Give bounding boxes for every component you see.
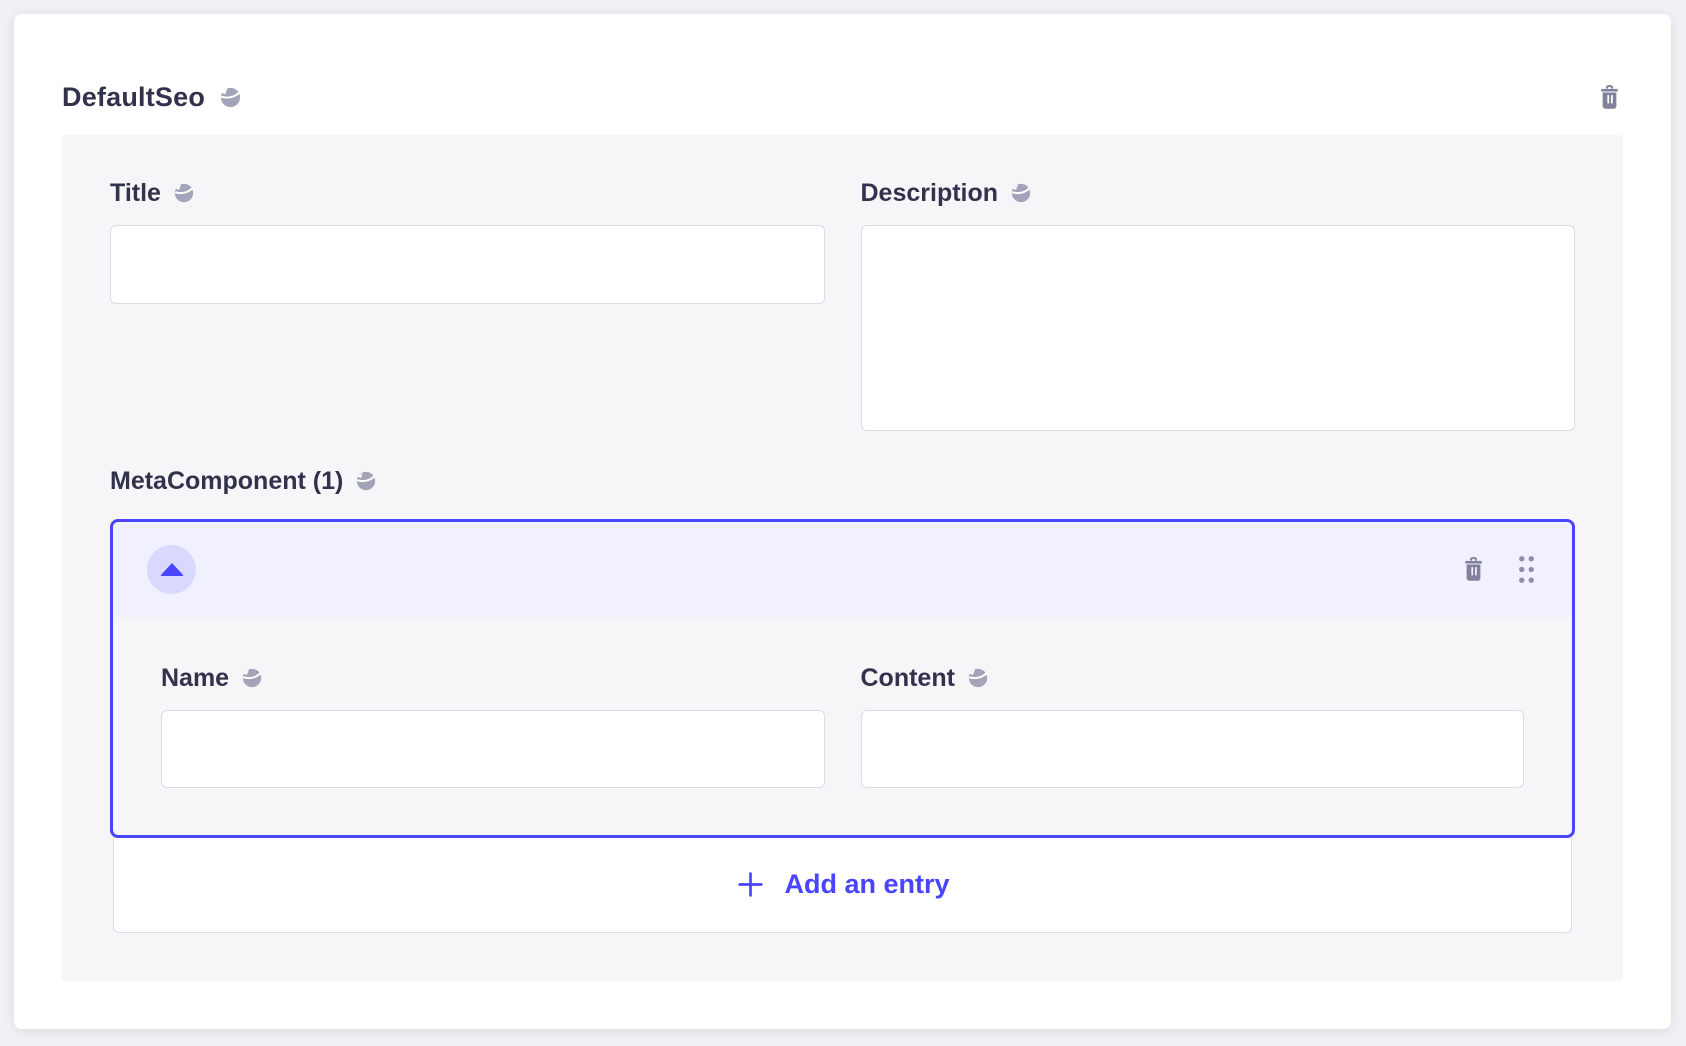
field-name: Name — [161, 662, 825, 788]
add-entry-row: Add an entry — [114, 837, 1571, 932]
drag-handle-icon[interactable] — [1515, 552, 1538, 587]
description-textarea[interactable] — [860, 225, 1575, 431]
title-input[interactable] — [110, 225, 825, 304]
content-label: Content — [861, 662, 1525, 694]
description-label: Description — [861, 177, 1576, 209]
component-body-panel: Title Description — [62, 135, 1623, 981]
collapse-entry-button[interactable] — [147, 545, 196, 594]
name-input[interactable] — [161, 710, 825, 788]
component-card: DefaultSeo — [14, 14, 1671, 1029]
repeatable-component-list: Add an entry — [110, 519, 1575, 933]
field-title: Title — [110, 177, 825, 304]
component-header: DefaultSeo — [62, 72, 1627, 122]
trash-icon — [1460, 556, 1487, 583]
caret-up-icon — [159, 563, 184, 576]
field-content: Content — [860, 662, 1525, 788]
globe-icon — [219, 86, 242, 109]
globe-icon — [1010, 182, 1032, 204]
delete-component-button[interactable] — [1592, 80, 1627, 115]
plus-icon — [735, 869, 766, 900]
delete-entry-button[interactable] — [1456, 552, 1491, 587]
trash-icon — [1596, 84, 1623, 111]
add-entry-button[interactable]: Add an entry — [729, 868, 955, 901]
component-heading-group: DefaultSeo — [62, 82, 242, 113]
globe-icon — [241, 667, 263, 689]
entry-body: Name — [113, 617, 1572, 788]
add-entry-label: Add an entry — [784, 869, 950, 899]
component-entry: Name — [110, 519, 1575, 838]
globe-icon — [173, 182, 195, 204]
name-label: Name — [161, 662, 825, 694]
entry-accordion-header[interactable] — [113, 522, 1572, 617]
content-input[interactable] — [860, 710, 1524, 788]
entry-actions — [1456, 552, 1538, 587]
title-label: Title — [110, 177, 825, 209]
globe-icon — [967, 667, 989, 689]
repeatable-component-label: MetaComponent (1) — [110, 465, 1575, 497]
field-description: Description — [860, 177, 1576, 431]
globe-icon — [355, 470, 377, 492]
component-title: DefaultSeo — [62, 81, 206, 112]
fields-row: Title Description — [110, 177, 1575, 431]
